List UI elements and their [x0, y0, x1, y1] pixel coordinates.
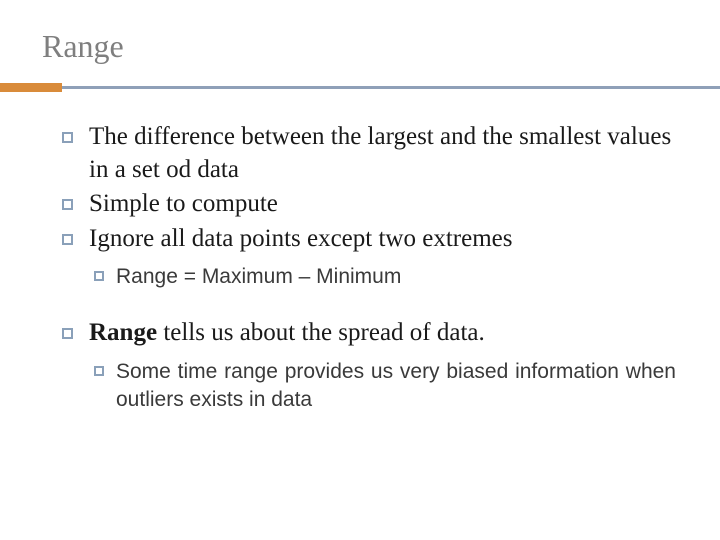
bullet-item: Simple to compute — [62, 188, 676, 221]
title-rule — [38, 83, 682, 93]
slide: Range The difference between the largest… — [0, 0, 720, 540]
square-sub-bullet-icon — [94, 271, 104, 281]
bullet-bold-prefix: Range — [89, 319, 157, 346]
content-area: The difference between the largest and t… — [38, 121, 682, 415]
square-bullet-icon — [62, 234, 73, 245]
bullet-text: Range tells us about the spread of data. — [89, 317, 485, 350]
bullet-text: The difference between the largest and t… — [89, 121, 676, 186]
square-bullet-icon — [62, 328, 73, 339]
rule-accent-block — [0, 83, 62, 92]
bullet-text: Ignore all data points except two extrem… — [89, 223, 512, 256]
rule-main-line — [0, 86, 720, 89]
square-sub-bullet-icon — [94, 366, 104, 376]
square-bullet-icon — [62, 199, 73, 210]
bullet-item: Range tells us about the spread of data. — [62, 317, 676, 350]
sub-bullet-item: Range = Maximum – Minimum — [94, 263, 676, 291]
sub-bullet-item: Some time range provides us very biased … — [94, 358, 676, 415]
square-bullet-icon — [62, 132, 73, 143]
bullet-text: Simple to compute — [89, 188, 278, 221]
slide-title: Range — [42, 28, 682, 65]
sub-bullet-text: Range = Maximum – Minimum — [116, 263, 401, 291]
bullet-item: The difference between the largest and t… — [62, 121, 676, 186]
sub-bullet-text: Some time range provides us very biased … — [116, 358, 676, 415]
bullet-rest: tells us about the spread of data. — [157, 319, 485, 346]
bullet-item: Ignore all data points except two extrem… — [62, 223, 676, 256]
